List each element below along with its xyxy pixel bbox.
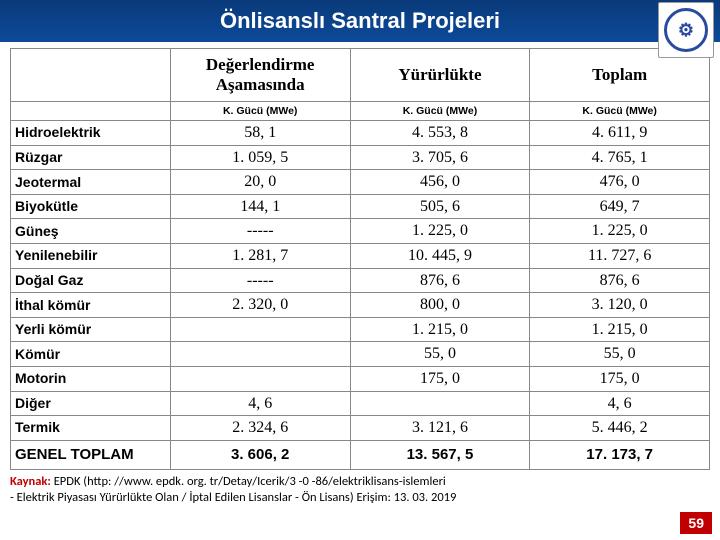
table-row: Jeotermal20, 0456, 0476, 0	[11, 170, 710, 195]
cell-c1: 1. 281, 7	[170, 243, 350, 268]
header-empty	[11, 49, 171, 102]
source-block: Kaynak: EPDK (http: //www. epdk. org. tr…	[10, 474, 710, 505]
page-title: Önlisanslı Santral Projeleri	[220, 8, 500, 33]
cell-c1: 2. 324, 6	[170, 416, 350, 441]
table-row: Motorin 175, 0175, 0	[11, 366, 710, 391]
row-label: Biyokütle	[11, 194, 171, 219]
data-table: Değerlendirme Aşamasında Yürürlükte Topl…	[10, 48, 710, 470]
subheader-c1: K. Gücü (MWe)	[170, 102, 350, 121]
header-c1: Değerlendirme Aşamasında	[170, 49, 350, 102]
cell-c1: 4, 6	[170, 391, 350, 416]
cell-c3: 3. 120, 0	[530, 293, 710, 318]
cell-c3: 876, 6	[530, 268, 710, 293]
cell-c2: 3. 121, 6	[350, 416, 530, 441]
cell-c1: -----	[170, 268, 350, 293]
table-row: Biyokütle144, 1505, 6649, 7	[11, 194, 710, 219]
total-label: GENEL TOPLAM	[11, 440, 171, 469]
row-label: Rüzgar	[11, 145, 171, 170]
row-label: Yerli kömür	[11, 317, 171, 342]
cell-c2: 456, 0	[350, 170, 530, 195]
cell-c3: 1. 225, 0	[530, 219, 710, 244]
cell-c2: 505, 6	[350, 194, 530, 219]
title-bar: Önlisanslı Santral Projeleri ⚙	[0, 0, 720, 42]
cell-c2: 3. 705, 6	[350, 145, 530, 170]
cell-c3: 4. 765, 1	[530, 145, 710, 170]
table-row: Doğal Gaz-----876, 6876, 6	[11, 268, 710, 293]
row-label: Motorin	[11, 366, 171, 391]
table-row: Hidroelektrik58, 14. 553, 84. 611, 9	[11, 121, 710, 146]
cell-c3: 1. 215, 0	[530, 317, 710, 342]
cell-c3: 55, 0	[530, 342, 710, 367]
total-row: GENEL TOPLAM3. 606, 213. 567, 517. 173, …	[11, 440, 710, 469]
header-c2: Yürürlükte	[350, 49, 530, 102]
table-row: Termik2. 324, 63. 121, 65. 446, 2	[11, 416, 710, 441]
source-line2: - Elektrik Piyasası Yürürlükte Olan / İp…	[10, 490, 456, 505]
cell-c3: 649, 7	[530, 194, 710, 219]
cell-c2: 800, 0	[350, 293, 530, 318]
row-label: Hidroelektrik	[11, 121, 171, 146]
cell-c3: 476, 0	[530, 170, 710, 195]
subheader-c2: K. Gücü (MWe)	[350, 102, 530, 121]
cell-c1: 20, 0	[170, 170, 350, 195]
table-row: Yerli kömür 1. 215, 01. 215, 0	[11, 317, 710, 342]
cell-c3: 175, 0	[530, 366, 710, 391]
cell-c1	[170, 342, 350, 367]
row-label: Termik	[11, 416, 171, 441]
cell-c1: -----	[170, 219, 350, 244]
logo: ⚙	[658, 2, 714, 58]
cell-c2: 1. 215, 0	[350, 317, 530, 342]
row-label: İthal kömür	[11, 293, 171, 318]
row-label: Yenilenebilir	[11, 243, 171, 268]
source-url: (http: //www. epdk. org. tr/Detay/Icerik…	[83, 474, 446, 489]
cell-c1	[170, 317, 350, 342]
cell-c2: 10. 445, 9	[350, 243, 530, 268]
table-row: Kömür 55, 055, 0	[11, 342, 710, 367]
source-label: Kaynak:	[10, 474, 51, 489]
table-row: Güneş-----1. 225, 01. 225, 0	[11, 219, 710, 244]
cell-c1: 144, 1	[170, 194, 350, 219]
logo-icon: ⚙	[664, 8, 708, 52]
table-row: Yenilenebilir1. 281, 710. 445, 911. 727,…	[11, 243, 710, 268]
total-c3: 17. 173, 7	[530, 440, 710, 469]
cell-c1: 2. 320, 0	[170, 293, 350, 318]
row-label: Diğer	[11, 391, 171, 416]
table-row: Diğer4, 64, 6	[11, 391, 710, 416]
cell-c3: 4. 611, 9	[530, 121, 710, 146]
cell-c1: 1. 059, 5	[170, 145, 350, 170]
cell-c1	[170, 366, 350, 391]
subheader-c3: K. Gücü (MWe)	[530, 102, 710, 121]
cell-c3: 5. 446, 2	[530, 416, 710, 441]
total-c2: 13. 567, 5	[350, 440, 530, 469]
row-label: Jeotermal	[11, 170, 171, 195]
cell-c2	[350, 391, 530, 416]
table-row: Rüzgar1. 059, 53. 705, 64. 765, 1	[11, 145, 710, 170]
page-number: 59	[680, 512, 712, 534]
cell-c2: 876, 6	[350, 268, 530, 293]
cell-c3: 4, 6	[530, 391, 710, 416]
row-label: Doğal Gaz	[11, 268, 171, 293]
total-c1: 3. 606, 2	[170, 440, 350, 469]
subheader-empty	[11, 102, 171, 121]
table-row: İthal kömür2. 320, 0800, 03. 120, 0	[11, 293, 710, 318]
header-row: Değerlendirme Aşamasında Yürürlükte Topl…	[11, 49, 710, 102]
cell-c2: 175, 0	[350, 366, 530, 391]
cell-c2: 55, 0	[350, 342, 530, 367]
cell-c3: 11. 727, 6	[530, 243, 710, 268]
cell-c2: 4. 553, 8	[350, 121, 530, 146]
cell-c2: 1. 225, 0	[350, 219, 530, 244]
row-label: Kömür	[11, 342, 171, 367]
source-name: EPDK	[54, 474, 81, 489]
cell-c1: 58, 1	[170, 121, 350, 146]
row-label: Güneş	[11, 219, 171, 244]
subheader-row: K. Gücü (MWe) K. Gücü (MWe) K. Gücü (MWe…	[11, 102, 710, 121]
